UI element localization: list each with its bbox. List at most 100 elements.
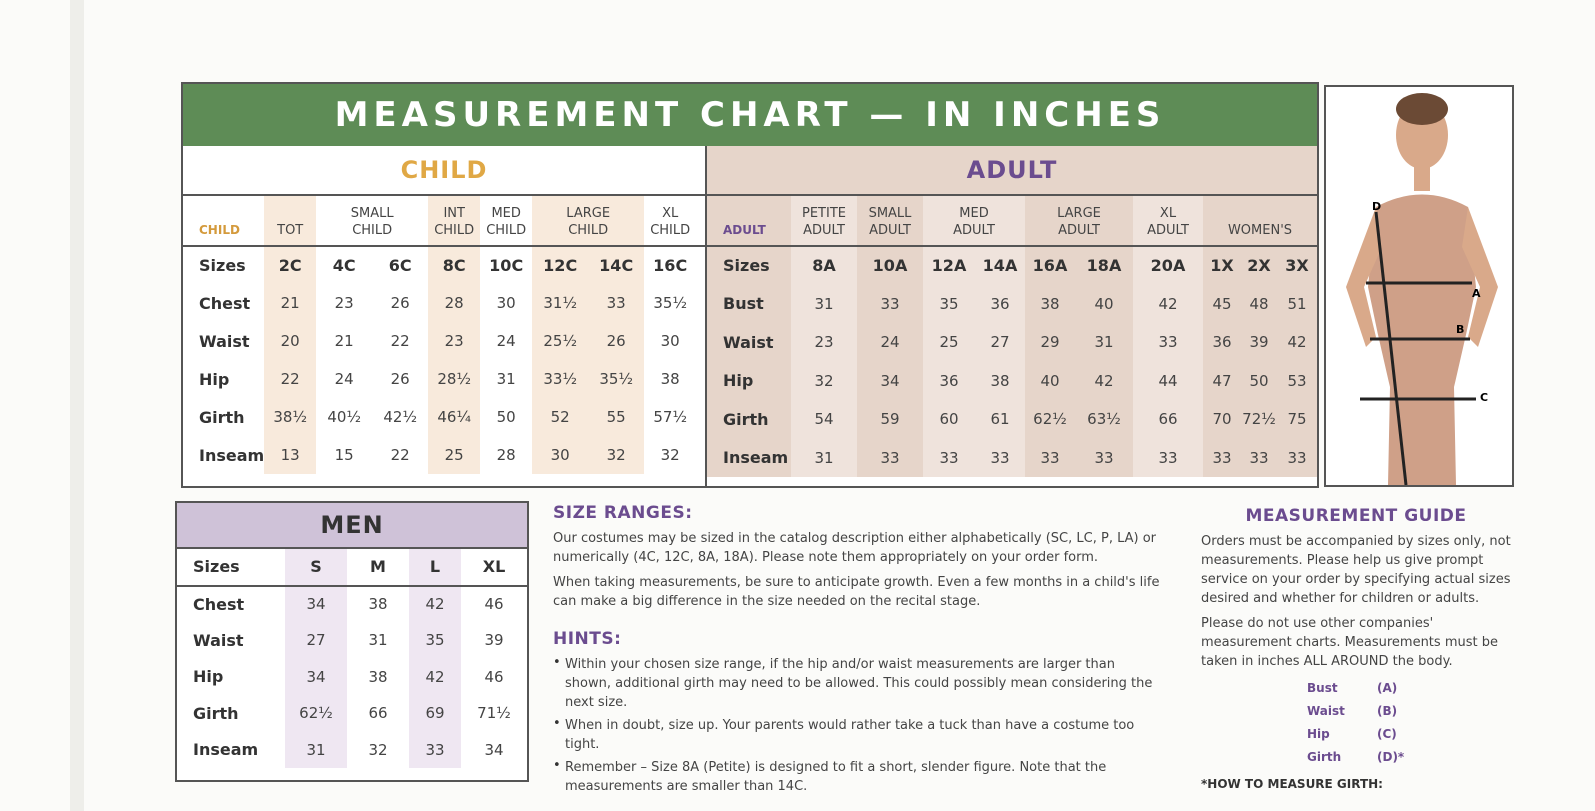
hair [1396, 93, 1448, 125]
cell: 35½ [588, 360, 645, 398]
column-header: MED CHILD [480, 196, 532, 246]
row: Girth 62½ 66 69 71½ [177, 695, 527, 732]
header-line: ADULT [1058, 223, 1100, 238]
cell: 66 [1133, 400, 1203, 439]
cell: 38½ [264, 398, 317, 436]
cell: 12C [532, 246, 589, 284]
figure: D A B C [1346, 93, 1498, 486]
men-table-wrap: Sizes S M L XL Chest 34 38 42 46 Waist 27 31 35 39 Hip 3… [177, 549, 527, 768]
size-ranges-text: Our costumes may be sized in the catalog… [553, 529, 1163, 611]
paragraph: Orders must be accompanied by sizes only… [1201, 534, 1511, 606]
bullet: • [553, 758, 561, 773]
cell: 42 [1133, 284, 1203, 323]
cell: 66 [368, 704, 388, 723]
row-label: Waist [199, 331, 250, 351]
men-table: Sizes S M L XL Chest 34 38 42 46 Waist 27 31 35 39 Hip 3… [177, 549, 527, 768]
header-line: CHILD [434, 223, 475, 238]
cell: 22 [264, 360, 317, 398]
row-label: Bust [723, 294, 764, 314]
column-header: PETITE ADULT [791, 196, 857, 246]
cell: 60 [923, 400, 975, 439]
cell: 46 [484, 667, 504, 686]
cell: 14C [588, 246, 645, 284]
row: Hip 32 34 36 38 40 42 44 47 50 53 [707, 361, 1317, 400]
header-line: SMALL [868, 206, 912, 221]
cell: 39 [1249, 333, 1269, 352]
divider [705, 146, 707, 486]
column-header: LARGE ADULT [1025, 196, 1133, 246]
label-a: A [1472, 287, 1481, 300]
cell: 24 [334, 370, 354, 388]
cell: 69 [409, 695, 461, 732]
header-row: CHILD TOT SMALL CHILD INT CHILD MED CHILD LARGE C… [183, 196, 765, 246]
legend-code: (A) [1377, 681, 1398, 695]
legend-row: Waist (B) [1307, 700, 1511, 723]
men-heading: MEN [177, 503, 527, 549]
size-ranges: SIZE RANGES: Our costumes may be sized i… [553, 503, 1163, 800]
cell: 32 [791, 361, 857, 400]
cell: 23 [791, 323, 857, 362]
cell: 62½ [1033, 410, 1067, 429]
paragraph: Please do not use other companies' measu… [1201, 616, 1498, 669]
header-line: LARGE [1057, 206, 1101, 221]
cell: 46 [484, 595, 504, 614]
header-line: PETITE [802, 206, 846, 221]
cell: 51 [1287, 294, 1307, 313]
measurement-guide: MEASUREMENT GUIDE Orders must be accompa… [1201, 506, 1511, 791]
cell: 33 [1133, 438, 1203, 477]
cell: 38 [1040, 294, 1060, 313]
cell: 34 [484, 740, 504, 759]
cell: 46¼ [428, 398, 481, 436]
column-header: TOT [264, 196, 317, 246]
scan-edge [70, 0, 84, 811]
cell: 40 [1094, 294, 1114, 313]
cell: 48 [1249, 294, 1269, 313]
header-line: TOT [277, 223, 304, 238]
cell: 32 [660, 446, 680, 464]
cell: L [409, 549, 461, 586]
paragraph: Our costumes may be sized in the catalog… [553, 531, 1157, 565]
cell: 33 [409, 731, 461, 768]
hint-text: Within your chosen size range, if the hi… [565, 657, 1153, 710]
cell: 8A [791, 246, 857, 285]
cell: 20A [1133, 246, 1203, 285]
row: Chest 34 38 42 46 [177, 585, 527, 622]
cell: S [285, 549, 347, 586]
cell: 21 [264, 284, 317, 322]
hints-list: • Within your chosen size range, if the h… [553, 655, 1163, 796]
cell: 30 [496, 294, 516, 312]
hint-text: When in doubt, size up. Your parents wou… [565, 718, 1135, 752]
cell: 25½ [532, 322, 589, 360]
cell: 33 [1287, 448, 1307, 467]
child-table: CHILD TOT SMALL CHILD INT CHILD MED CHILD LARGE C… [183, 196, 765, 474]
column-header: XL ADULT [1133, 196, 1203, 246]
cell: 33 [1133, 323, 1203, 362]
cell: 33 [923, 438, 975, 477]
row-label: Inseam [193, 740, 259, 760]
row: Hip 34 38 42 46 [177, 658, 527, 695]
cell: 71½ [477, 704, 511, 723]
header-line: ADULT [803, 223, 845, 238]
cell: 42 [409, 585, 461, 622]
row: Bust 31 33 35 36 38 40 42 45 48 51 [707, 284, 1317, 323]
cell: 6C [388, 256, 412, 275]
legend-row: Girth (D)* [1307, 746, 1511, 769]
cell: 20 [264, 322, 317, 360]
cell: 12A [923, 246, 975, 285]
row-label: Hip [199, 369, 230, 389]
cell: 42 [409, 658, 461, 695]
hints-heading: HINTS: [553, 629, 622, 649]
cell: 23 [334, 294, 354, 312]
legend-code: (C) [1377, 727, 1397, 741]
column-header: XL CHILD [644, 196, 696, 246]
header-line: ADULT [953, 223, 995, 238]
cell: 40½ [327, 408, 361, 426]
corner-label: ADULT [723, 223, 766, 237]
cell: 44 [1133, 361, 1203, 400]
label-b: B [1456, 323, 1464, 336]
cell: M [370, 557, 386, 577]
legend-row: Hip (C) [1307, 723, 1511, 746]
cell: 50 [1249, 371, 1269, 390]
cell: 36 [923, 361, 975, 400]
header-line: SMALL [350, 206, 394, 221]
